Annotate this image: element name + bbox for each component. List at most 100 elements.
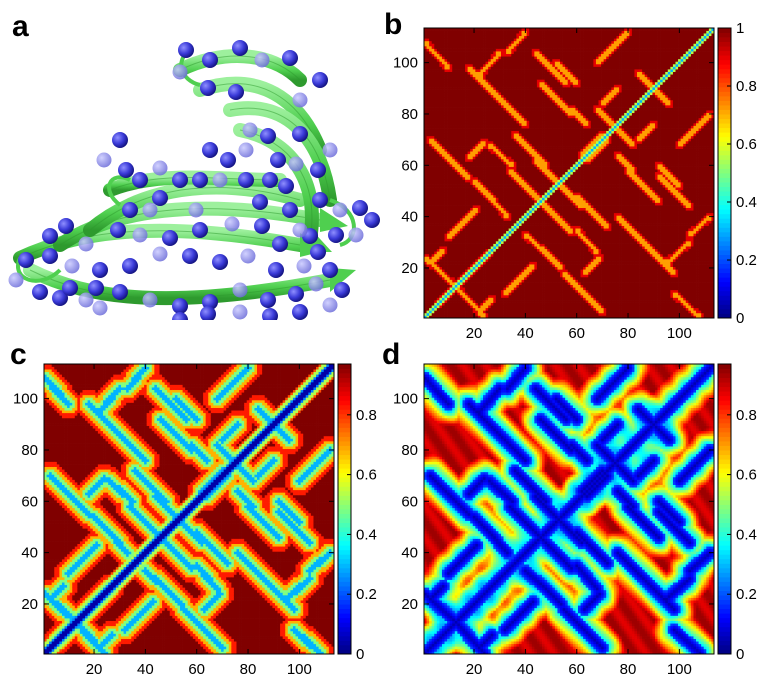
heatmap-cell xyxy=(424,63,427,67)
residue-bead xyxy=(112,284,128,300)
heatmap-cell xyxy=(434,71,438,75)
heatmap-cell xyxy=(485,179,489,183)
heatmap-cell xyxy=(524,48,528,52)
heatmap-cell xyxy=(524,176,528,180)
heatmap-cell xyxy=(483,225,486,229)
heatmap-cell xyxy=(426,143,430,147)
heatmap-cell xyxy=(506,284,510,288)
heatmap-cell xyxy=(465,251,468,255)
heatmap-cell xyxy=(500,176,504,180)
heatmap-cell xyxy=(483,220,486,224)
heatmap-cell xyxy=(434,284,438,288)
heatmap-cell xyxy=(444,94,448,98)
heatmap-cell xyxy=(518,40,522,44)
heatmap-cell xyxy=(500,135,504,139)
heatmap-cell xyxy=(434,266,438,270)
heatmap-cell xyxy=(493,220,497,224)
heatmap-cell xyxy=(457,220,461,224)
heatmap-cell xyxy=(459,276,463,280)
heatmap-cell xyxy=(516,197,520,201)
heatmap-cell xyxy=(516,269,520,273)
heatmap-cell xyxy=(470,151,474,155)
heatmap-cell xyxy=(506,63,510,67)
heatmap-cell xyxy=(524,276,528,280)
heatmap-cell xyxy=(526,51,530,55)
heatmap-cell xyxy=(508,287,512,291)
heatmap-cell xyxy=(500,79,504,83)
heatmap-cell xyxy=(467,171,471,175)
residue-bead xyxy=(262,308,278,320)
heatmap-cell xyxy=(498,71,502,75)
heatmap-cell xyxy=(524,215,528,219)
heatmap-cell xyxy=(424,148,427,152)
heatmap-cell xyxy=(457,110,461,114)
heatmap-cell xyxy=(475,266,479,270)
heatmap-cell xyxy=(472,169,476,173)
heatmap-cell xyxy=(511,284,515,288)
heatmap-cell xyxy=(521,115,525,119)
heatmap-cell xyxy=(441,158,445,162)
heatmap-cell xyxy=(513,164,517,167)
ribbon-edge xyxy=(29,269,331,299)
heatmap-cell xyxy=(524,43,528,47)
heatmap-cell xyxy=(513,212,517,216)
heatmap-cell xyxy=(441,179,445,183)
heatmap-cell xyxy=(531,246,535,250)
heatmap-cell xyxy=(506,51,510,55)
heatmap-cell xyxy=(441,45,445,49)
heatmap-cell xyxy=(470,312,474,316)
heatmap-cell xyxy=(485,297,489,301)
heatmap-cell xyxy=(488,176,492,180)
heatmap-cell xyxy=(475,197,479,201)
heatmap-cell xyxy=(472,164,476,167)
heatmap-cell xyxy=(424,310,427,314)
heatmap-cell xyxy=(472,276,476,280)
heatmap-cell xyxy=(477,166,481,170)
heatmap-cell xyxy=(513,58,517,62)
heatmap-cell xyxy=(516,76,520,80)
heatmap-cell xyxy=(477,276,481,280)
heatmap-cell xyxy=(465,158,468,162)
heatmap-cell xyxy=(495,133,499,137)
heatmap-cell xyxy=(521,104,525,108)
heatmap-cell xyxy=(511,58,515,62)
heatmap-cell xyxy=(444,158,448,162)
heatmap-cell xyxy=(516,38,520,42)
heatmap-cell xyxy=(431,89,435,93)
heatmap-cell xyxy=(436,287,440,291)
heatmap-cell xyxy=(439,282,443,285)
heatmap-cell xyxy=(467,158,471,162)
heatmap-cell xyxy=(429,115,433,119)
heatmap-cell xyxy=(477,292,481,296)
heatmap-cell xyxy=(447,156,451,160)
heatmap-cell xyxy=(488,51,492,55)
heatmap-cell xyxy=(516,289,520,293)
heatmap-cell xyxy=(493,143,497,147)
heatmap-cell xyxy=(457,164,461,167)
heatmap-cell xyxy=(485,269,489,273)
heatmap-cell xyxy=(516,166,520,170)
heatmap-cell xyxy=(483,30,486,34)
heatmap-cell xyxy=(431,128,435,132)
heatmap-cell xyxy=(513,40,517,44)
heatmap-cell xyxy=(447,235,451,239)
heatmap-cell xyxy=(529,223,533,226)
strand-arrowhead xyxy=(320,208,348,232)
heatmap-cell xyxy=(488,122,492,126)
heatmap-cell xyxy=(526,215,530,219)
heatmap-cell xyxy=(431,38,435,42)
heatmap-cell xyxy=(503,251,507,255)
heatmap-cell xyxy=(480,53,484,57)
heatmap-cell xyxy=(495,171,499,175)
heatmap-cell xyxy=(424,117,427,121)
heatmap-cell xyxy=(531,207,535,211)
heatmap-cell xyxy=(441,30,445,34)
heatmap-cell xyxy=(483,223,486,226)
heatmap-cell xyxy=(521,33,525,37)
heatmap-cell xyxy=(477,35,481,39)
heatmap-cell xyxy=(508,258,512,262)
heatmap-cell xyxy=(490,184,494,188)
heatmap-cell xyxy=(454,138,458,142)
heatmap-cell xyxy=(475,28,479,31)
heatmap-cell xyxy=(495,156,499,160)
